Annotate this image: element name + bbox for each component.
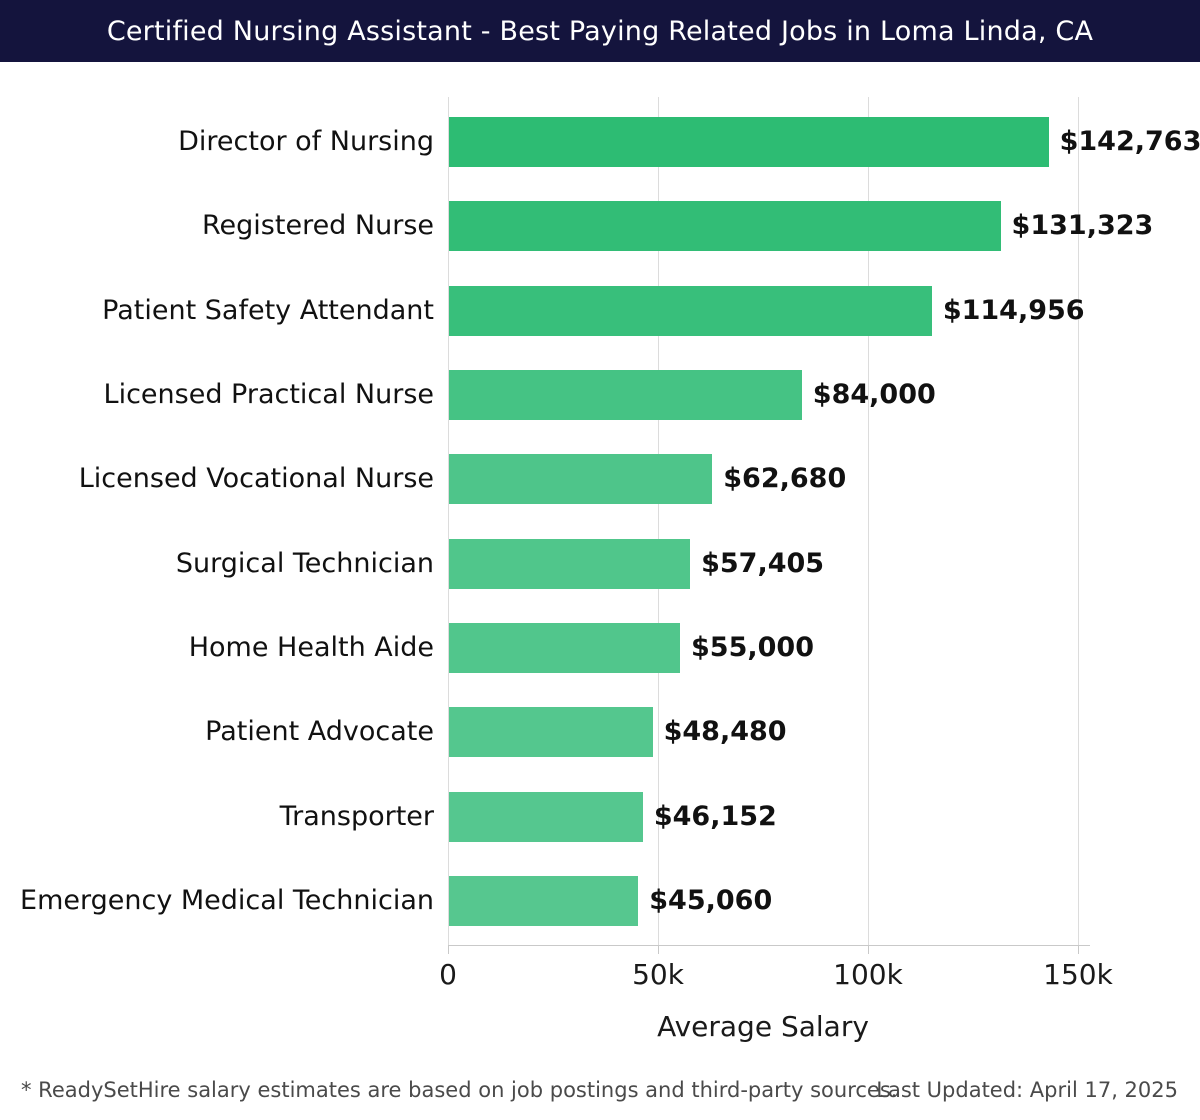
category-label: Transporter (279, 801, 434, 832)
footer: * ReadySetHire salary estimates are base… (0, 1078, 1200, 1108)
bar (449, 201, 1001, 251)
category-label: Licensed Vocational Nurse (78, 463, 434, 494)
value-label: $114,956 (942, 295, 1085, 326)
x-tick-label: 100k (833, 958, 903, 991)
category-label: Patient Advocate (205, 716, 434, 747)
bar (449, 876, 639, 926)
value-label: $84,000 (812, 379, 936, 410)
x-axis-tick (658, 945, 659, 954)
category-label: Emergency Medical Technician (20, 885, 434, 916)
bar (449, 707, 653, 757)
x-axis-tick (1078, 945, 1079, 954)
value-label: $48,480 (663, 716, 787, 747)
source-note: * ReadySetHire salary estimates are base… (21, 1078, 898, 1102)
category-label: Patient Safety Attendant (102, 295, 434, 326)
category-label: Home Health Aide (188, 632, 434, 663)
header-bar: Certified Nursing Assistant - Best Payin… (0, 0, 1200, 62)
chart-title: Certified Nursing Assistant - Best Payin… (106, 15, 1094, 47)
value-label: $57,405 (701, 548, 825, 579)
bar (449, 454, 713, 504)
bar (449, 117, 1049, 167)
bar (449, 539, 691, 589)
gridline (448, 97, 449, 945)
value-label: $142,763 (1059, 126, 1200, 157)
bar (449, 286, 932, 336)
gridline (658, 97, 659, 945)
bar (449, 792, 643, 842)
x-tick-label: 0 (439, 958, 457, 991)
bar (449, 370, 802, 420)
gridline (868, 97, 869, 945)
bar (449, 623, 680, 673)
x-axis-tick (868, 945, 869, 954)
value-label: $46,152 (653, 801, 777, 832)
category-label: Registered Nurse (202, 210, 434, 241)
x-tick-label: 50k (632, 958, 684, 991)
category-label: Director of Nursing (178, 126, 434, 157)
last-updated: Last Updated: April 17, 2025 (876, 1078, 1178, 1102)
category-label: Licensed Practical Nurse (103, 379, 434, 410)
x-axis-tick (448, 945, 449, 954)
x-axis-title: Average Salary (657, 1010, 869, 1043)
value-label: $55,000 (691, 632, 814, 663)
value-label: $131,323 (1011, 210, 1154, 241)
category-label: Surgical Technician (175, 548, 434, 579)
gridline (1078, 97, 1079, 945)
value-label: $45,060 (649, 885, 773, 916)
x-tick-label: 150k (1043, 958, 1113, 991)
x-axis-line (448, 945, 1090, 946)
value-label: $62,680 (723, 463, 847, 494)
